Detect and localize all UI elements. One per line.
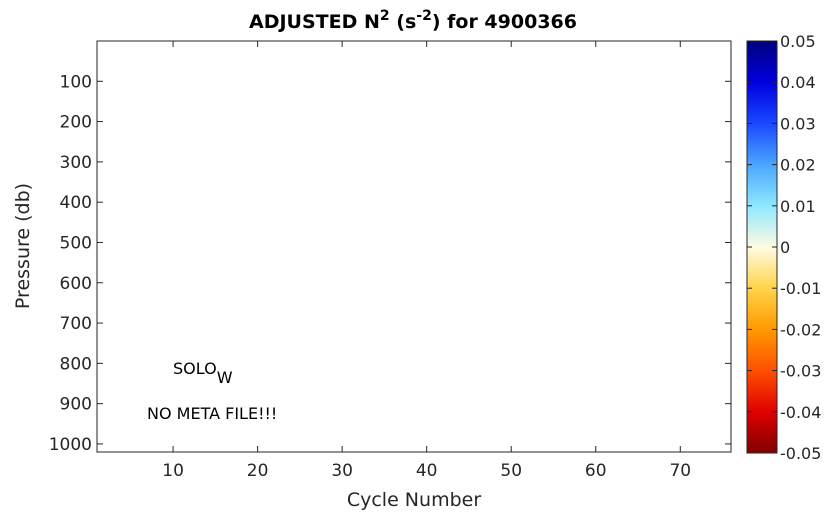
colorbar-ticks: 0.05 0.04 0.03 0.02 0.01 0 -0.01 -0.02 -0.03 -0.0… [747, 32, 821, 463]
title-unit-open: (s [390, 11, 417, 33]
colorbar-tick-label: 0.03 [780, 114, 816, 133]
x-tick-label: 10 [162, 461, 184, 481]
x-axis-ticks: 10 20 30 40 50 60 70 [162, 41, 691, 481]
annotation-platform-subscript: W [217, 368, 233, 387]
colorbar-tick-label: -0.02 [780, 320, 821, 339]
x-tick-label: 40 [416, 461, 438, 481]
x-tick-label: 30 [331, 461, 353, 481]
colorbar-tick-label: 0.02 [780, 156, 816, 175]
y-tick-label: 500 [60, 233, 92, 253]
annotation-meta-warning: NO META FILE!!! [147, 404, 277, 423]
y-axis-label: Pressure (db) [12, 183, 34, 309]
title-suffix: for 4900366 [441, 11, 577, 33]
colorbar-tick-label: 0.04 [780, 73, 816, 92]
y-tick-label: 800 [60, 354, 92, 374]
title-unit-close: ) [432, 11, 441, 33]
colorbar-tick-label: 0.05 [780, 32, 816, 51]
colorbar-tick-label: -0.01 [780, 279, 821, 298]
y-tick-label: 100 [60, 72, 92, 92]
y-tick-label: 600 [60, 274, 92, 294]
y-tick-label: 900 [60, 395, 92, 415]
plot-area [96, 40, 732, 453]
colorbar-tick-label: -0.04 [780, 403, 821, 422]
title-unit-superscript: -2 [416, 8, 432, 24]
y-tick-label: 700 [60, 314, 92, 334]
x-axis-label: Cycle Number [347, 489, 481, 511]
colorbar-tick-label: -0.05 [780, 444, 821, 463]
x-tick-label: 60 [585, 461, 607, 481]
annotation-platform-type: SOLOW [173, 359, 233, 387]
annotation-platform-main: SOLO [173, 359, 217, 378]
y-tick-label: 200 [60, 113, 92, 133]
colorbar-tick-label: 0.01 [780, 197, 816, 216]
y-tick-label: 400 [60, 193, 92, 213]
title-main-superscript: 2 [380, 8, 390, 24]
y-tick-label: 1000 [49, 435, 92, 455]
chart-title: ADJUSTED N2 (s-2) for 4900366 [249, 8, 577, 33]
x-tick-label: 50 [500, 461, 522, 481]
colorbar-tick-label: -0.03 [780, 362, 821, 381]
x-tick-label: 70 [669, 461, 691, 481]
colorbar-tick-label: 0 [780, 238, 790, 257]
y-axis-ticks: 100 200 300 400 500 600 700 800 900 1000 [49, 72, 731, 455]
title-main: ADJUSTED N [249, 11, 380, 33]
y-tick-label: 300 [60, 153, 92, 173]
x-tick-label: 20 [247, 461, 269, 481]
